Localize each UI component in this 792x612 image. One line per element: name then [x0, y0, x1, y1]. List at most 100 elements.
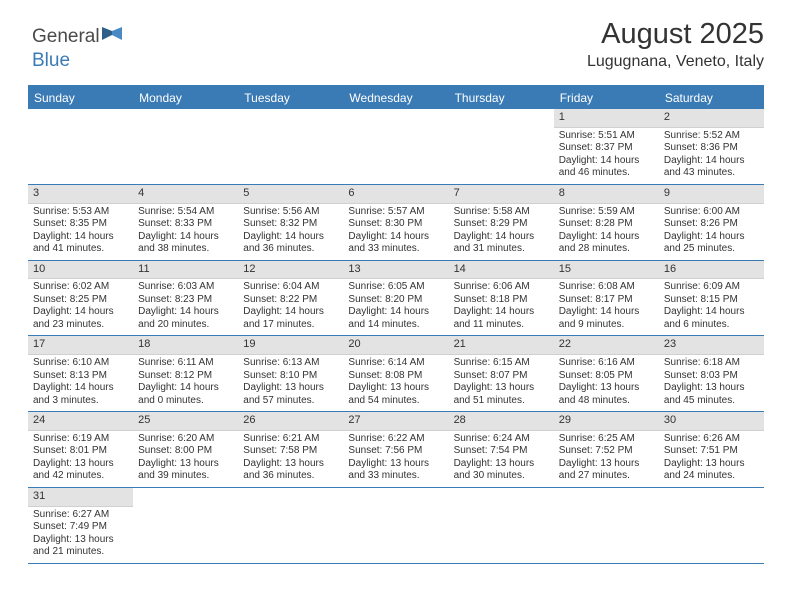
day-daylight2: and 46 minutes.	[559, 167, 654, 180]
calendar-cell: 11Sunrise: 6:03 AMSunset: 8:23 PMDayligh…	[133, 261, 238, 336]
day-content: Sunrise: 5:51 AMSunset: 8:37 PMDaylight:…	[554, 128, 659, 184]
page-header: General August 2025 Lugugnana, Veneto, I…	[0, 0, 792, 79]
calendar-cell-empty	[28, 109, 133, 184]
day-daylight1: Daylight: 13 hours	[664, 458, 759, 471]
calendar-week: 24Sunrise: 6:19 AMSunset: 8:01 PMDayligh…	[28, 412, 764, 488]
calendar-cell: 8Sunrise: 5:59 AMSunset: 8:28 PMDaylight…	[554, 185, 659, 260]
day-number: 22	[554, 336, 659, 355]
day-sunset: Sunset: 7:54 PM	[454, 445, 549, 458]
calendar-week: 31Sunrise: 6:27 AMSunset: 7:49 PMDayligh…	[28, 488, 764, 564]
calendar-cell-empty	[449, 488, 554, 563]
day-daylight2: and 41 minutes.	[33, 243, 128, 256]
day-sunset: Sunset: 8:32 PM	[243, 218, 338, 231]
day-content: Sunrise: 6:13 AMSunset: 8:10 PMDaylight:…	[238, 355, 343, 411]
calendar-cell: 28Sunrise: 6:24 AMSunset: 7:54 PMDayligh…	[449, 412, 554, 487]
day-number: 14	[449, 261, 554, 280]
day-number: 24	[28, 412, 133, 431]
day-sunset: Sunset: 7:49 PM	[33, 521, 128, 534]
day-daylight1: Daylight: 14 hours	[138, 382, 233, 395]
logo-text-blue: Blue	[32, 50, 70, 72]
day-content: Sunrise: 5:59 AMSunset: 8:28 PMDaylight:…	[554, 204, 659, 260]
day-daylight2: and 17 minutes.	[243, 319, 338, 332]
calendar-cell: 29Sunrise: 6:25 AMSunset: 7:52 PMDayligh…	[554, 412, 659, 487]
day-daylight1: Daylight: 13 hours	[33, 458, 128, 471]
calendar-week: 3Sunrise: 5:53 AMSunset: 8:35 PMDaylight…	[28, 185, 764, 261]
day-sunset: Sunset: 7:58 PM	[243, 445, 338, 458]
day-number: 26	[238, 412, 343, 431]
calendar-cell: 6Sunrise: 5:57 AMSunset: 8:30 PMDaylight…	[343, 185, 448, 260]
day-number: 13	[343, 261, 448, 280]
day-daylight2: and 3 minutes.	[33, 395, 128, 408]
day-sunrise: Sunrise: 6:26 AM	[664, 433, 759, 446]
calendar-cell: 2Sunrise: 5:52 AMSunset: 8:36 PMDaylight…	[659, 109, 764, 184]
day-daylight2: and 30 minutes.	[454, 470, 549, 483]
day-sunrise: Sunrise: 6:05 AM	[348, 281, 443, 294]
calendar-cell: 26 Sunrise: 6:21 AMSunset: 7:58 PMDayligh…	[238, 412, 343, 487]
day-content: Sunrise: 6:20 AMSunset: 8:00 PMDaylight:…	[133, 431, 238, 487]
day-daylight1: Daylight: 13 hours	[559, 458, 654, 471]
day-daylight1: Daylight: 13 hours	[454, 458, 549, 471]
day-daylight1: Daylight: 13 hours	[243, 382, 338, 395]
calendar-cell-empty	[554, 488, 659, 563]
day-sunset: Sunset: 8:26 PM	[664, 218, 759, 231]
calendar-cell: 30Sunrise: 6:26 AMSunset: 7:51 PMDayligh…	[659, 412, 764, 487]
day-number: 18	[133, 336, 238, 355]
day-number: 16	[659, 261, 764, 280]
day-sunrise: Sunrise: 6:02 AM	[33, 281, 128, 294]
weekday-header: Tuesday	[238, 87, 343, 109]
day-sunset: Sunset: 8:30 PM	[348, 218, 443, 231]
day-daylight2: and 38 minutes.	[138, 243, 233, 256]
day-daylight1: Daylight: 13 hours	[243, 458, 338, 471]
day-content: Sunrise: 6:14 AMSunset: 8:08 PMDaylight:…	[343, 355, 448, 411]
day-sunrise: Sunrise: 6:15 AM	[454, 357, 549, 370]
day-content: Sunrise: 6:18 AMSunset: 8:03 PMDaylight:…	[659, 355, 764, 411]
day-daylight1: Daylight: 14 hours	[454, 306, 549, 319]
calendar-cell: 18Sunrise: 6:11 AMSunset: 8:12 PMDayligh…	[133, 336, 238, 411]
day-sunrise: Sunrise: 6:04 AM	[243, 281, 338, 294]
day-sunrise: Sunrise: 6:21 AM	[243, 433, 338, 446]
day-daylight1: Daylight: 14 hours	[454, 231, 549, 244]
calendar-cell: 31Sunrise: 6:27 AMSunset: 7:49 PMDayligh…	[28, 488, 133, 563]
day-sunrise: Sunrise: 5:56 AM	[243, 206, 338, 219]
calendar-cell-empty	[133, 488, 238, 563]
day-sunset: Sunset: 8:18 PM	[454, 294, 549, 307]
day-sunrise: Sunrise: 6:03 AM	[138, 281, 233, 294]
calendar-cell: 9Sunrise: 6:00 AMSunset: 8:26 PMDaylight…	[659, 185, 764, 260]
day-daylight2: and 42 minutes.	[33, 470, 128, 483]
day-daylight2: and 31 minutes.	[454, 243, 549, 256]
calendar-cell-empty	[343, 109, 448, 184]
day-content: Sunrise: 6:27 AMSunset: 7:49 PMDaylight:…	[28, 507, 133, 563]
calendar-grid: SundayMondayTuesdayWednesdayThursdayFrid…	[28, 85, 764, 564]
weekday-header: Sunday	[28, 87, 133, 109]
day-content: Sunrise: 6:09 AMSunset: 8:15 PMDaylight:…	[659, 279, 764, 335]
day-daylight2: and 20 minutes.	[138, 319, 233, 332]
day-sunset: Sunset: 8:20 PM	[348, 294, 443, 307]
day-content: Sunrise: 6:06 AMSunset: 8:18 PMDaylight:…	[449, 279, 554, 335]
day-sunset: Sunset: 8:35 PM	[33, 218, 128, 231]
location-text: Lugugnana, Veneto, Italy	[587, 53, 764, 71]
calendar-cell: 19Sunrise: 6:13 AMSunset: 8:10 PMDayligh…	[238, 336, 343, 411]
day-sunrise: Sunrise: 5:58 AM	[454, 206, 549, 219]
day-daylight2: and 51 minutes.	[454, 395, 549, 408]
day-daylight1: Daylight: 14 hours	[664, 155, 759, 168]
day-content: Sunrise: 6:08 AMSunset: 8:17 PMDaylight:…	[554, 279, 659, 335]
day-sunset: Sunset: 8:37 PM	[559, 142, 654, 155]
day-sunrise: Sunrise: 6:22 AM	[348, 433, 443, 446]
day-daylight2: and 28 minutes.	[559, 243, 654, 256]
day-daylight1: Daylight: 14 hours	[138, 231, 233, 244]
day-sunrise: Sunrise: 6:13 AM	[243, 357, 338, 370]
day-sunrise: Sunrise: 5:53 AM	[33, 206, 128, 219]
day-sunset: Sunset: 8:00 PM	[138, 445, 233, 458]
day-sunset: Sunset: 8:15 PM	[664, 294, 759, 307]
day-daylight2: and 57 minutes.	[243, 395, 338, 408]
calendar-cell: 5Sunrise: 5:56 AMSunset: 8:32 PMDaylight…	[238, 185, 343, 260]
day-content: Sunrise: 5:53 AMSunset: 8:35 PMDaylight:…	[28, 204, 133, 260]
day-daylight1: Daylight: 14 hours	[33, 231, 128, 244]
brand-logo: General	[32, 26, 122, 48]
day-content: Sunrise: 6:26 AMSunset: 7:51 PMDaylight:…	[659, 431, 764, 487]
month-title: August 2025	[587, 18, 764, 51]
day-number: 25	[133, 412, 238, 431]
day-sunrise: Sunrise: 5:59 AM	[559, 206, 654, 219]
calendar-cell: 16Sunrise: 6:09 AMSunset: 8:15 PMDayligh…	[659, 261, 764, 336]
day-sunset: Sunset: 8:17 PM	[559, 294, 654, 307]
